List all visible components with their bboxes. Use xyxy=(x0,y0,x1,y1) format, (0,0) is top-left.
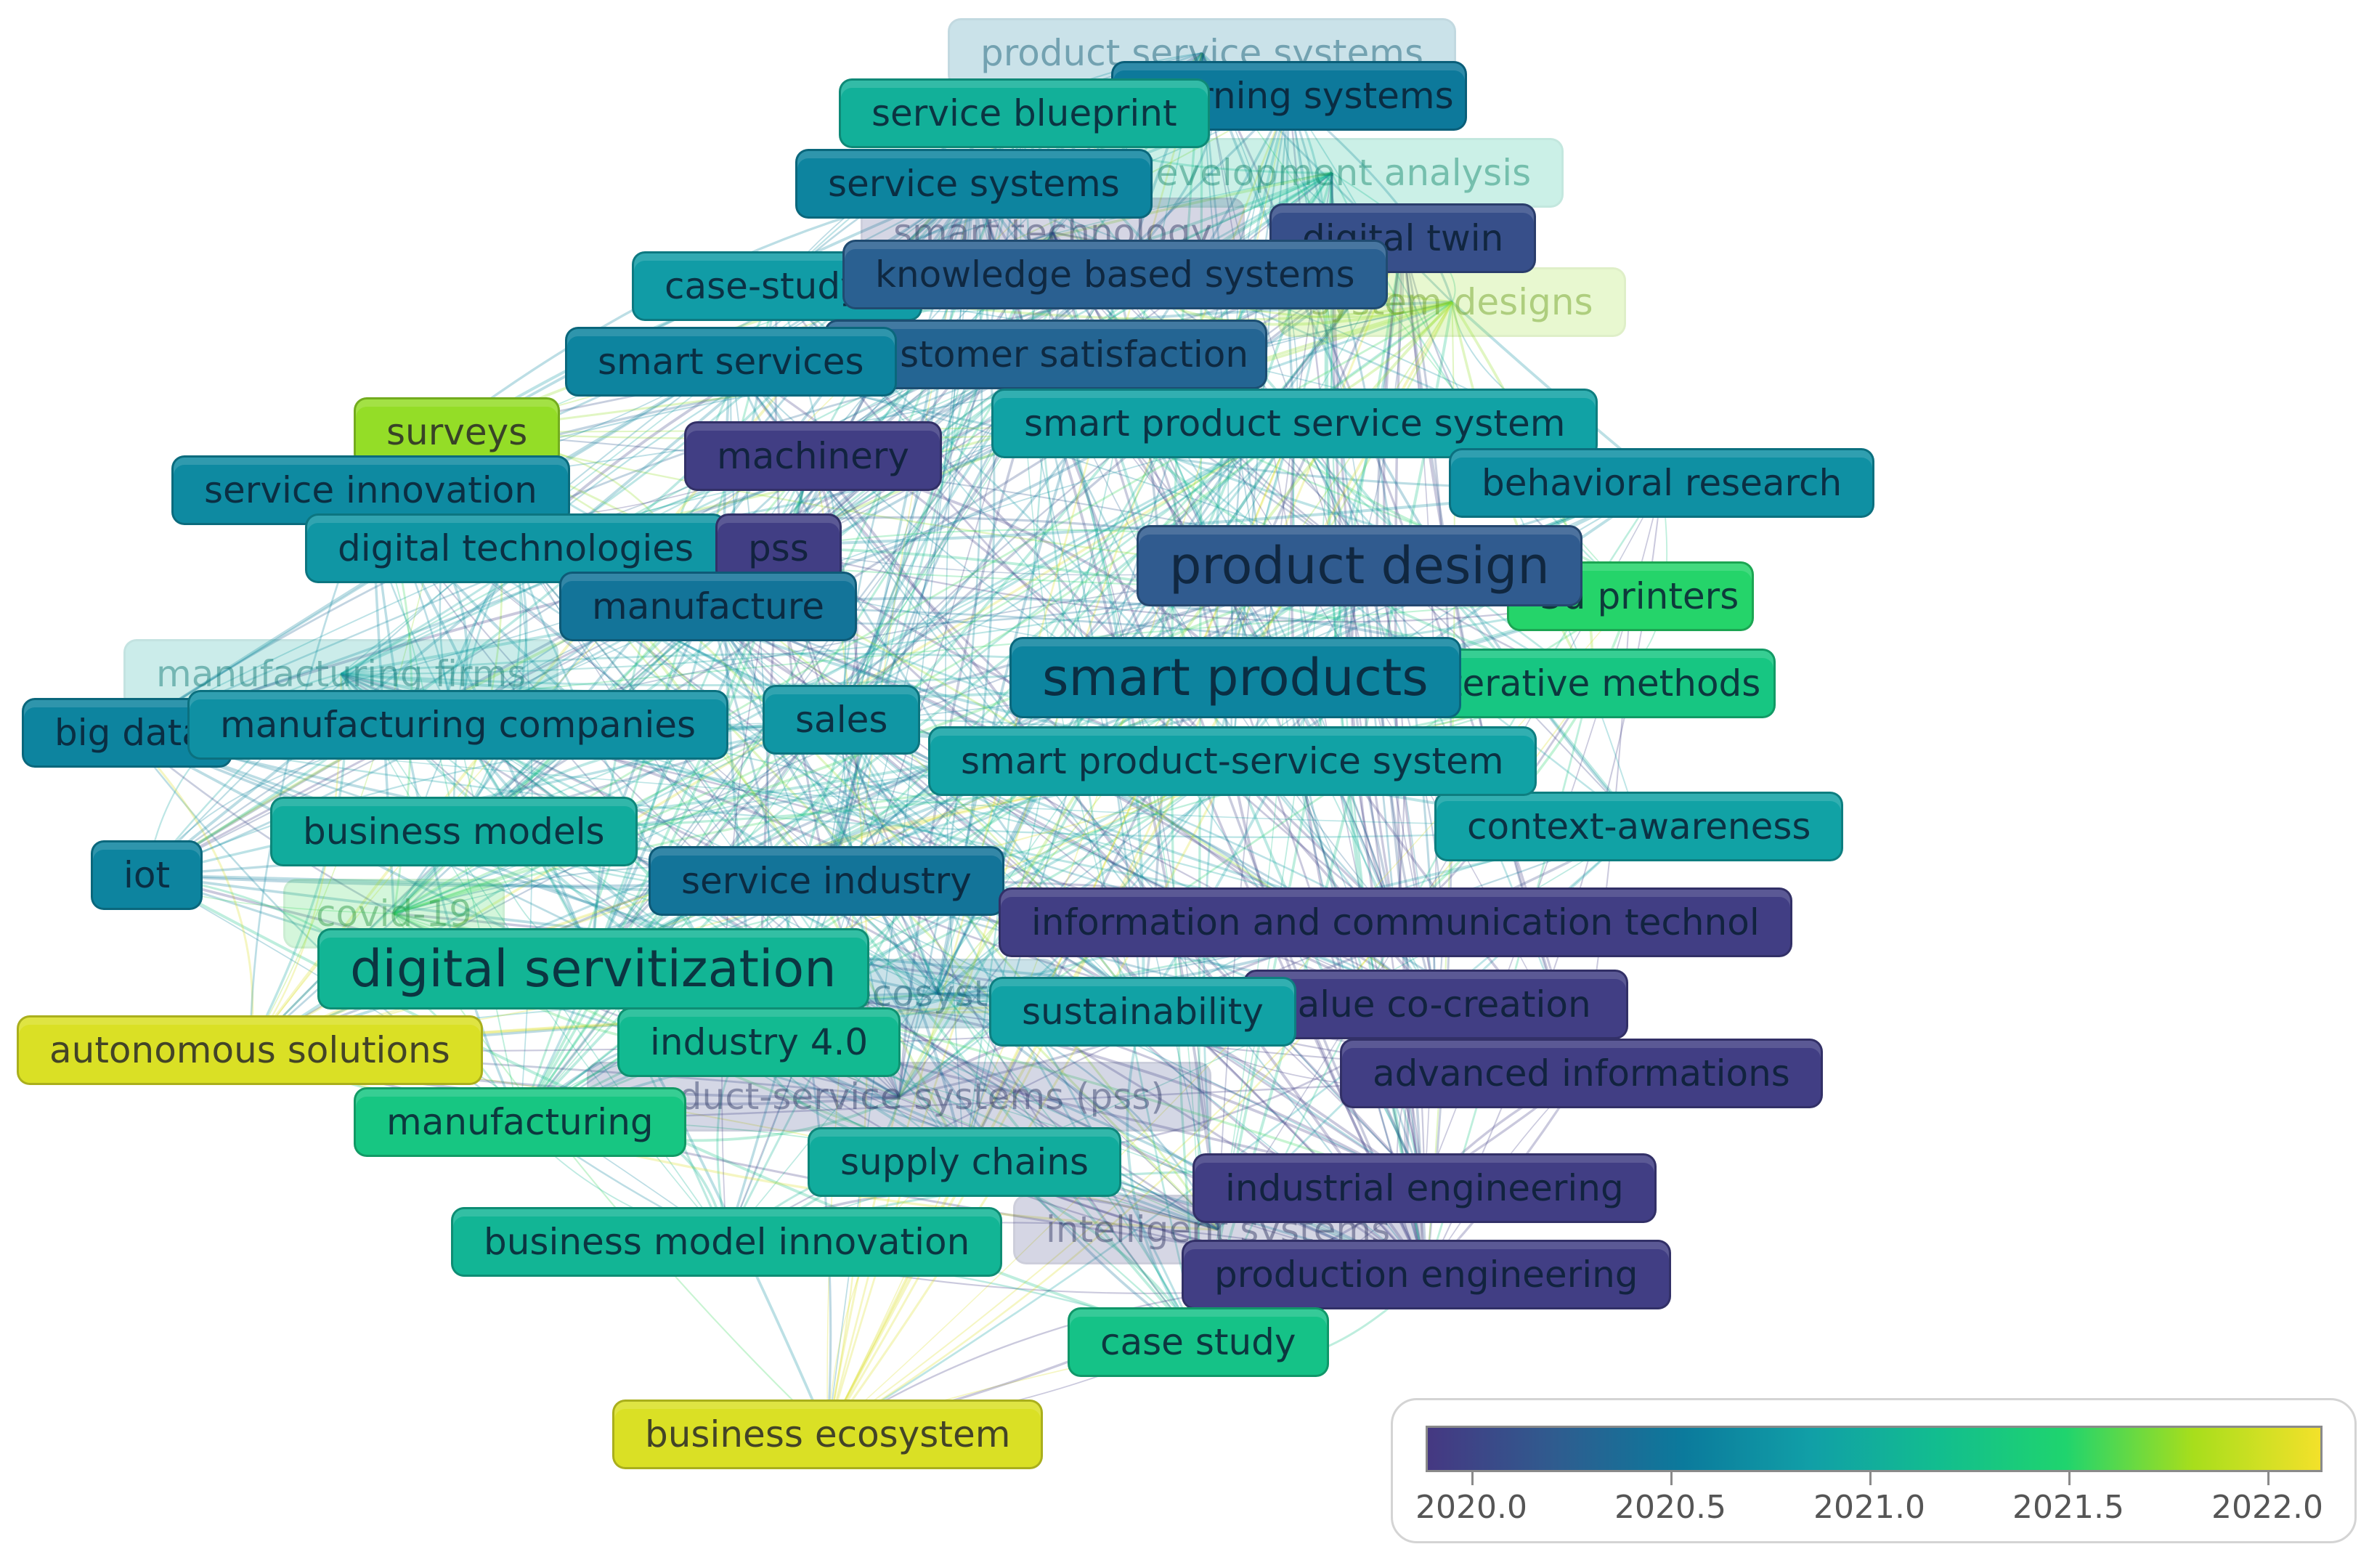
keyword-node[interactable]: manufacture xyxy=(559,572,857,641)
network-link xyxy=(146,718,842,877)
keyword-node[interactable]: knowledge based systems xyxy=(842,240,1388,309)
keyword-node[interactable]: digital twin xyxy=(1269,203,1537,273)
network-link xyxy=(340,171,1333,675)
tick-label: 2021.0 xyxy=(1813,1489,1925,1526)
network-link xyxy=(707,606,938,995)
network-link xyxy=(730,361,1426,1189)
tick-mark xyxy=(1670,1472,1673,1485)
keyword-node[interactable]: digital technologies xyxy=(305,513,727,583)
tick-label: 2022.0 xyxy=(2211,1489,2323,1526)
keyword-node[interactable]: manufacturing companies xyxy=(187,690,729,760)
keyword-node[interactable]: business ecosystem xyxy=(612,1400,1044,1469)
keyword-node[interactable]: production engineering xyxy=(1182,1240,1671,1309)
network-link xyxy=(453,423,1296,832)
keyword-node[interactable]: autonomous solutions xyxy=(17,1015,483,1085)
keyword-node[interactable]: service systems xyxy=(795,149,1153,219)
network-link xyxy=(898,993,938,1097)
tick-mark xyxy=(2068,1472,2071,1485)
network-link xyxy=(370,490,1219,1230)
network-link xyxy=(777,548,1199,1343)
color-scale-legend: 2020.0 2020.5 2021.0 2021.5 2022.0 xyxy=(1391,1398,2357,1543)
network-link xyxy=(593,237,1404,964)
tick-mark xyxy=(1471,1472,1474,1485)
keyword-node[interactable]: iot xyxy=(91,840,203,910)
keyword-node[interactable]: digital servitization xyxy=(317,928,869,1010)
keyword-node[interactable]: behavioral research xyxy=(1449,448,1875,518)
keyword-node[interactable]: iterative methods xyxy=(1405,649,1776,718)
keyword-node[interactable]: customer satisfaction xyxy=(824,320,1267,389)
keyword-node[interactable]: business models xyxy=(270,797,638,866)
network-link xyxy=(1394,596,1632,924)
network-link xyxy=(840,719,1144,1012)
keyword-node[interactable]: service blueprint xyxy=(839,78,1210,148)
tick-label: 2020.5 xyxy=(1614,1489,1726,1526)
network-link xyxy=(840,719,1200,1343)
keyword-node[interactable]: advanced informations xyxy=(1340,1039,1823,1108)
keyword-node[interactable]: development analysis xyxy=(1100,138,1564,208)
network-link xyxy=(519,354,1047,1123)
network-link xyxy=(898,992,938,1097)
network-link xyxy=(936,992,1219,1230)
network-link xyxy=(1126,1011,1200,1344)
color-scale-bar xyxy=(1426,1426,2323,1472)
tick-mark xyxy=(2267,1472,2270,1485)
keyword-node[interactable]: information and communication technol xyxy=(999,887,1792,957)
network-link xyxy=(898,760,1234,1098)
keyword-node[interactable]: value co-creation xyxy=(1243,970,1628,1039)
network-link xyxy=(707,606,1426,1189)
network-link xyxy=(826,232,1054,882)
keyword-node[interactable]: industry 4.0 xyxy=(617,1007,901,1077)
network-link xyxy=(592,237,1404,964)
keyword-node[interactable]: supply chains xyxy=(808,1127,1122,1197)
keyword-node[interactable]: sustainability xyxy=(989,977,1296,1047)
keyword-node[interactable]: smart product-service system xyxy=(928,726,1537,796)
network-link xyxy=(1450,301,1593,684)
network-link xyxy=(1200,52,1640,828)
tick-label: 2021.5 xyxy=(2012,1489,2124,1526)
keyword-node[interactable]: smart products xyxy=(1009,637,1461,718)
network-link xyxy=(592,113,1025,964)
network-link xyxy=(945,183,975,1163)
keyword-node[interactable]: sales xyxy=(763,685,921,755)
network-link xyxy=(146,718,842,877)
keyword-node[interactable]: smart services xyxy=(565,327,897,397)
network-link xyxy=(126,731,254,1051)
keyword-node[interactable]: context-awareness xyxy=(1434,792,1844,861)
keyword-node[interactable]: service industry xyxy=(649,846,1004,916)
keyword-node[interactable]: industrial engineering xyxy=(1192,1153,1657,1223)
keyword-node[interactable]: machinery xyxy=(684,421,943,491)
network-link xyxy=(1234,301,1453,673)
network-link xyxy=(126,731,1639,838)
tick-mark xyxy=(1869,1472,1872,1485)
keyword-node[interactable]: smart product service system xyxy=(991,389,1598,458)
tick-label: 2020.0 xyxy=(1415,1489,1527,1526)
network-link xyxy=(1293,423,1405,923)
network-link xyxy=(341,595,1631,687)
network-link xyxy=(825,113,1025,882)
keyword-node[interactable]: business model innovation xyxy=(451,1207,1003,1277)
keyword-node[interactable]: case study xyxy=(1068,1307,1329,1377)
network-link xyxy=(826,880,1199,1343)
keyword-node[interactable]: manufacturing xyxy=(354,1087,686,1157)
keyword-node[interactable]: product design xyxy=(1137,525,1582,606)
network-link xyxy=(777,547,1426,1190)
